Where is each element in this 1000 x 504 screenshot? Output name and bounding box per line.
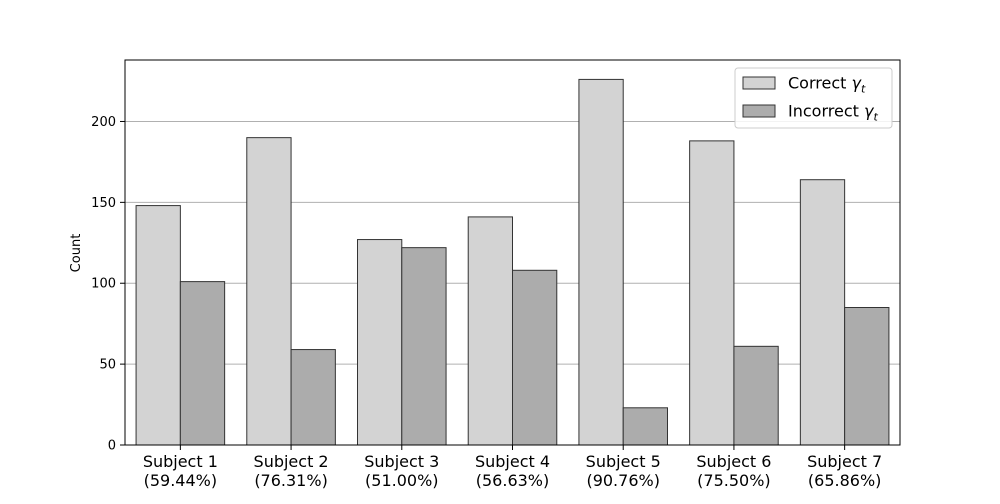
legend-swatch-incorrect bbox=[742, 104, 776, 118]
legend-label-correct: Correct γt bbox=[788, 74, 866, 96]
x-tick-label: Subject 5 (90.76%) bbox=[586, 452, 661, 490]
bar-correct-1 bbox=[135, 205, 181, 446]
x-tick-label: Subject 3 (51.00%) bbox=[364, 452, 439, 490]
bar-incorrect-5 bbox=[622, 407, 669, 446]
bar-correct-7 bbox=[799, 179, 846, 446]
y-tick-label: 100 bbox=[91, 277, 116, 292]
x-tick-label: Subject 7 (65.86%) bbox=[807, 452, 882, 490]
legend-swatch-correct bbox=[742, 76, 776, 90]
x-tick-label: Subject 4 (56.63%) bbox=[475, 452, 550, 490]
bar-incorrect-6 bbox=[733, 345, 779, 446]
x-tick-label: Subject 2 (76.31%) bbox=[254, 452, 329, 490]
bar-incorrect-1 bbox=[179, 281, 226, 446]
bar-incorrect-4 bbox=[512, 269, 558, 446]
y-tick-label: 50 bbox=[99, 358, 116, 373]
bar-correct-3 bbox=[357, 239, 403, 446]
bar-correct-5 bbox=[578, 78, 624, 446]
bar-correct-2 bbox=[246, 137, 292, 446]
y-tick-label: 200 bbox=[91, 115, 116, 130]
y-tick-label: 150 bbox=[91, 196, 116, 211]
y-axis: 0 50 100 150 200 bbox=[91, 115, 125, 454]
bar-incorrect-7 bbox=[844, 307, 890, 446]
bar-incorrect-3 bbox=[401, 247, 447, 446]
legend-label-incorrect: Incorrect γt bbox=[788, 102, 878, 124]
y-axis-label: Count bbox=[69, 234, 84, 273]
x-axis: Subject 1 (59.44%) Subject 2 (76.31%) Subjec… bbox=[143, 445, 882, 490]
y-tick-label: 0 bbox=[108, 439, 116, 454]
x-tick-label: Subject 6 (75.50%) bbox=[696, 452, 771, 490]
bar-correct-4 bbox=[467, 216, 514, 446]
x-tick-label: Subject 1 (59.44%) bbox=[143, 452, 218, 490]
bar-correct-6 bbox=[689, 140, 735, 446]
legend: Correct γt Incorrect γt bbox=[734, 67, 893, 129]
bar-incorrect-2 bbox=[290, 349, 336, 446]
bars bbox=[135, 78, 890, 446]
